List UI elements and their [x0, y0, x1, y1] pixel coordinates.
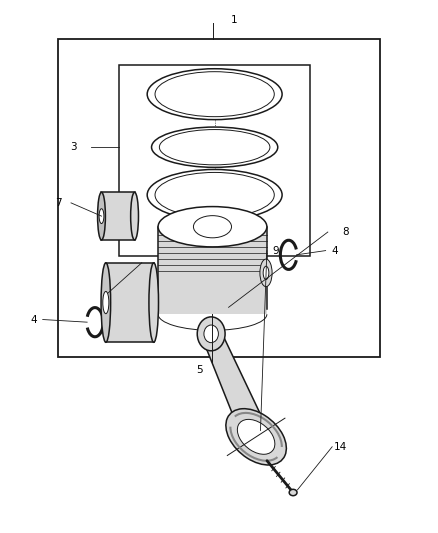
Ellipse shape [147, 169, 282, 220]
Ellipse shape [155, 172, 274, 217]
Ellipse shape [263, 266, 269, 279]
Ellipse shape [152, 127, 278, 167]
Circle shape [204, 325, 219, 343]
Text: 14: 14 [334, 442, 347, 452]
Text: 6: 6 [105, 282, 111, 293]
Ellipse shape [99, 209, 104, 223]
Bar [106, 263, 154, 342]
Ellipse shape [149, 263, 159, 342]
Polygon shape [203, 328, 268, 445]
Bar [119, 65, 311, 256]
Ellipse shape [260, 259, 272, 287]
Ellipse shape [147, 69, 282, 119]
Ellipse shape [131, 192, 138, 240]
Text: 8: 8 [342, 227, 349, 237]
Text: 7: 7 [55, 198, 61, 208]
Ellipse shape [158, 207, 267, 247]
Bar [102, 192, 134, 240]
Ellipse shape [226, 409, 286, 465]
Ellipse shape [289, 489, 297, 496]
Text: 5: 5 [196, 365, 203, 375]
Ellipse shape [98, 192, 106, 240]
Circle shape [197, 317, 225, 351]
Ellipse shape [155, 71, 274, 117]
Ellipse shape [101, 263, 111, 342]
Bar [58, 38, 380, 357]
Bar [158, 227, 267, 314]
Text: 9: 9 [272, 246, 279, 256]
Text: 3: 3 [70, 142, 77, 152]
Ellipse shape [194, 216, 232, 238]
Text: 4: 4 [31, 314, 37, 325]
Text: 1: 1 [231, 15, 237, 25]
Text: 4: 4 [331, 246, 338, 256]
Ellipse shape [103, 292, 109, 314]
Ellipse shape [159, 130, 270, 165]
Ellipse shape [237, 419, 275, 454]
